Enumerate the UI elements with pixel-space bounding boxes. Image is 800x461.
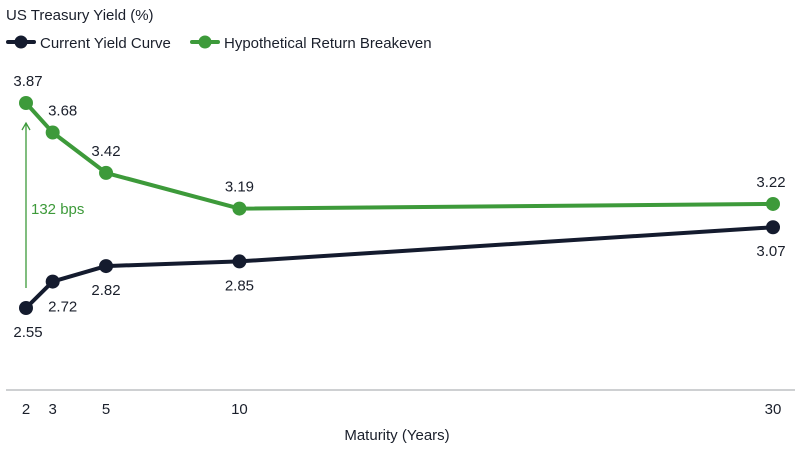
data-label: 3.42	[91, 143, 120, 160]
legend-item: Current Yield Curve	[6, 35, 171, 52]
legend-item: Hypothetical Return Breakeven	[190, 35, 432, 52]
series-hypothetical-return-breakeven: 3.87 3.68 3.42 3.19 3.22	[13, 73, 786, 216]
data-point	[99, 165, 114, 180]
data-point	[232, 254, 247, 269]
x-tick-label: 30	[765, 401, 782, 418]
x-tick-label: 2	[22, 401, 30, 418]
series-line	[24, 225, 775, 310]
data-point	[99, 259, 114, 274]
data-label: 3.07	[756, 243, 785, 260]
data-label: 3.87	[13, 73, 42, 90]
data-point	[232, 201, 247, 216]
annotation-label: 132 bps	[31, 201, 84, 218]
series-line	[24, 101, 775, 211]
legend-swatch-marker	[198, 35, 212, 49]
legend-swatch-marker	[14, 35, 28, 49]
data-point	[45, 125, 60, 140]
x-tick-label: 10	[231, 401, 248, 418]
data-label: 2.72	[48, 299, 77, 316]
data-label: 2.55	[13, 324, 42, 341]
legend: Current Yield Curve Hypothetical Return B…	[6, 35, 432, 52]
data-label: 3.68	[48, 103, 77, 120]
x-tick-labels: 2 3 5 10 30	[22, 401, 782, 418]
x-tick-label: 5	[102, 401, 110, 418]
data-point	[766, 220, 780, 235]
data-label: 3.19	[225, 179, 254, 196]
series-layer: 2.55 2.72 2.82 2.85 3.07 3.87 3.68 3.42 3.19 3.22	[13, 73, 785, 341]
data-point	[45, 274, 60, 289]
legend-label: Current Yield Curve	[40, 35, 171, 52]
data-point	[19, 301, 33, 315]
y-axis-label: US Treasury Yield (%)	[6, 7, 154, 24]
data-label: 2.82	[91, 282, 120, 299]
x-tick-label: 3	[49, 401, 57, 418]
data-point	[766, 196, 780, 211]
annotation: 132 bps	[21, 121, 84, 288]
data-point	[19, 96, 33, 110]
x-axis-label: Maturity (Years)	[344, 427, 449, 444]
data-label: 3.22	[756, 174, 785, 191]
data-label: 2.85	[225, 277, 254, 294]
series-current-yield-curve: 2.55 2.72 2.82 2.85 3.07	[13, 220, 786, 341]
annotation-arrow-head	[21, 121, 31, 131]
legend-label: Hypothetical Return Breakeven	[224, 35, 432, 52]
